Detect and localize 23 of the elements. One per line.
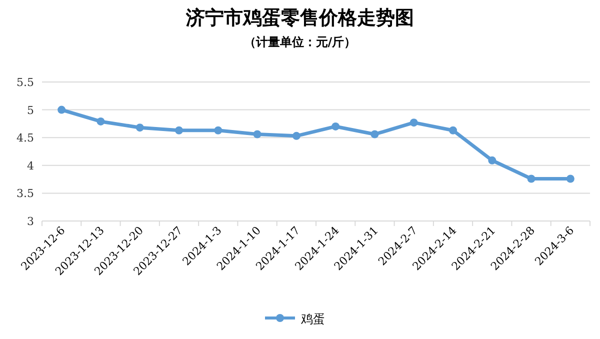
point <box>58 106 66 114</box>
point <box>566 174 574 183</box>
point <box>332 122 340 130</box>
point <box>488 156 496 164</box>
point <box>527 174 536 183</box>
y-tick-label: 5 <box>27 104 34 117</box>
point <box>292 132 300 140</box>
y-tick-label: 5.5 <box>16 76 34 89</box>
point <box>175 126 183 134</box>
chart-subtitle: （计量单位：元/斤） <box>244 35 356 49</box>
y-tick-label: 4 <box>27 159 34 172</box>
y-tick-label: 3.5 <box>16 187 34 200</box>
y-tick-label: 3 <box>27 215 34 228</box>
point <box>449 126 457 134</box>
point <box>214 126 222 134</box>
y-tick-label: 4.5 <box>16 132 34 145</box>
point <box>370 130 379 138</box>
legend-label: 鸡蛋 <box>300 312 325 326</box>
point <box>253 130 262 138</box>
chart-title: 济宁市鸡蛋零售价格走势图 <box>185 7 414 29</box>
point <box>96 117 105 126</box>
point <box>410 118 418 127</box>
point <box>136 124 144 132</box>
